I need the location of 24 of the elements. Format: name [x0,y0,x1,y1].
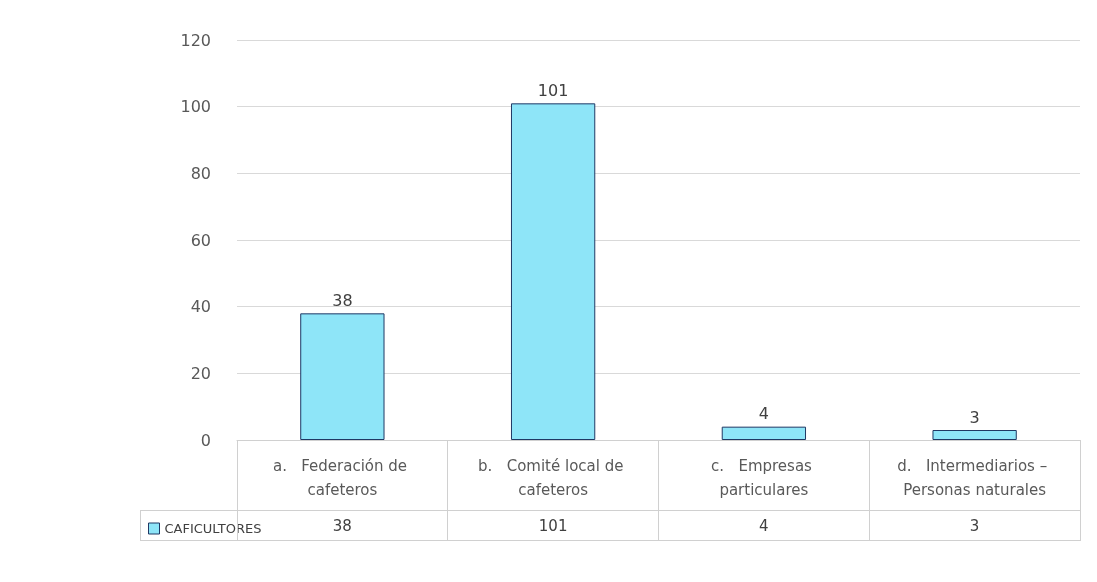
y-tick-label: 120 [180,30,211,50]
data-label: 101 [447,510,659,541]
y-tick-label: 20 [190,363,211,383]
y-tick-label: 100 [180,97,211,117]
y-tick-label: 40 [190,297,211,317]
legend-label: CAFICULTORES [164,521,262,536]
data-label: 4 [658,510,870,541]
y-tick-label: 0 [200,430,211,450]
x-tick-label: a. Federación de cafeteros [272,457,412,499]
y-tick-label: 80 [190,163,211,183]
bar [721,426,807,440]
data-label: 38 [332,516,352,535]
text: 101 [537,80,569,100]
bar [300,313,385,440]
x-tick-label: d. Intermediarios – Personas naturales [897,457,1052,499]
x-tick-label: c. Empresas particulares [711,457,817,499]
bar [510,103,596,440]
text: 3 [969,407,980,427]
text: 38 [332,290,353,310]
bar [932,430,1017,440]
y-tick-label: 60 [190,230,211,250]
data-label: 3 [869,510,1080,541]
x-tick-label: b. Comité local de cafeteros [478,457,629,499]
text: 4 [758,404,769,424]
